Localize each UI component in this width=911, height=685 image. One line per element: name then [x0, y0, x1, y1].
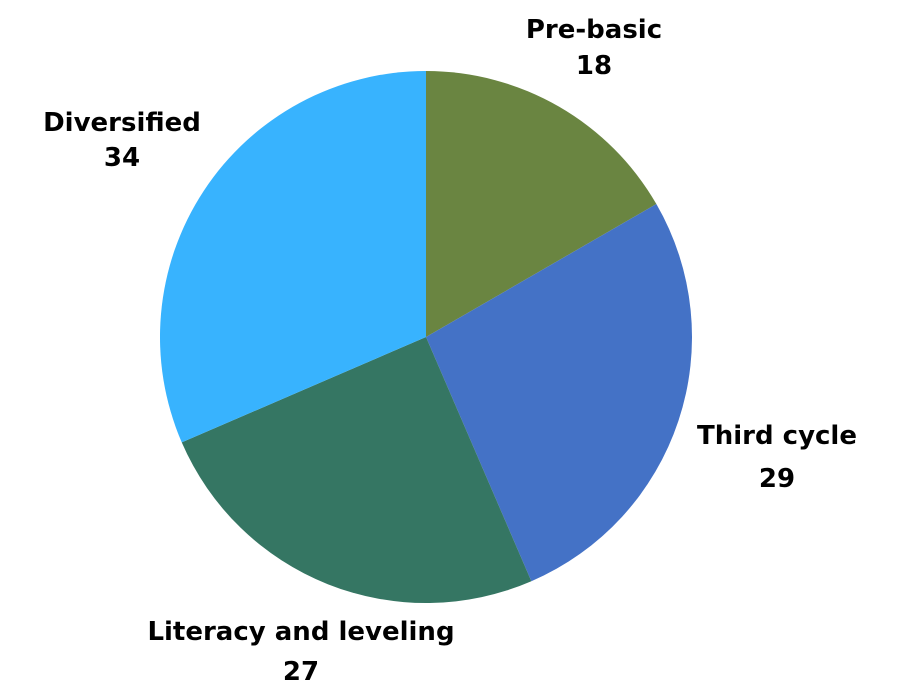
slice-label-diversified: Diversified — [43, 108, 201, 138]
pie-slice-pre-basic — [426, 71, 657, 337]
pie-slice-third-cycle — [426, 204, 693, 582]
pie-slice-literacy-and-leveling — [181, 337, 532, 604]
slice-value-third-cycle: 29 — [759, 464, 795, 494]
slice-label-third-cycle: Third cycle — [697, 421, 857, 451]
slice-value-diversified: 34 — [104, 143, 140, 173]
slice-value-pre-basic: 18 — [576, 51, 612, 81]
slice-label-pre-basic: Pre-basic — [526, 15, 662, 45]
slice-value-literacy-and-leveling: 27 — [283, 657, 319, 685]
slice-label-literacy-and-leveling: Literacy and leveling — [147, 617, 454, 647]
pie-slice-diversified — [159, 71, 426, 443]
pie-slices — [159, 71, 693, 604]
